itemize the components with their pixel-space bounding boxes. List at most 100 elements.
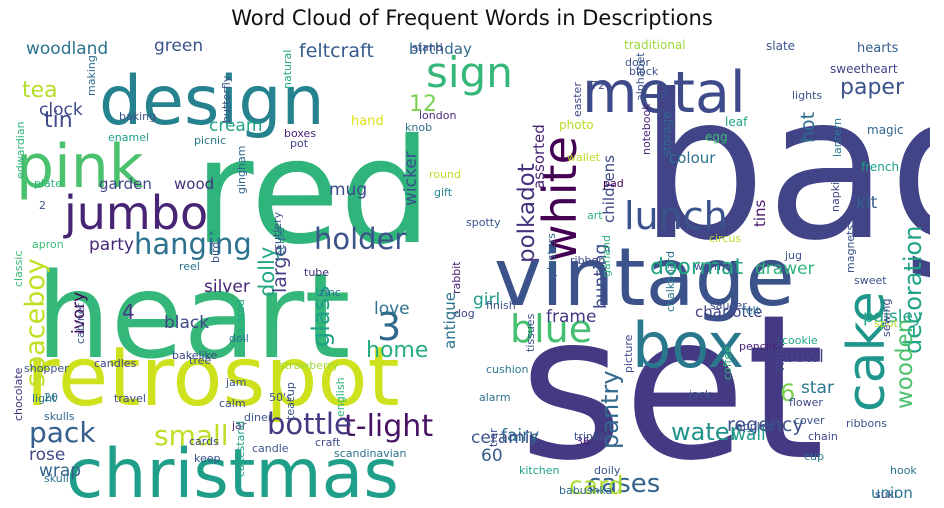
cloud-word: jar <box>231 419 247 432</box>
cloud-word: dog <box>454 307 475 320</box>
cloud-word: babushka <box>559 484 612 497</box>
cloud-word: diner <box>244 411 273 424</box>
cloud-word: pink <box>16 132 144 202</box>
cloud-word: polkadot <box>514 163 540 263</box>
cloud-word: set <box>519 272 825 499</box>
cloud-word: water <box>671 418 740 446</box>
cloud-word: sweetheart <box>830 62 898 76</box>
cloud-word: pad <box>603 177 624 190</box>
cloud-word: tea <box>22 78 58 103</box>
cloud-word: baking <box>119 110 156 123</box>
cloud-word: 4 <box>122 300 135 324</box>
cloud-word: holder <box>314 222 406 256</box>
cloud-word: star <box>801 378 834 398</box>
cloud-word: rabbit <box>450 261 463 294</box>
cloud-word: painted <box>234 299 247 341</box>
cloud-word: party <box>89 235 134 255</box>
cloud-word: bakelike <box>172 349 218 362</box>
cloud-word: recipe <box>274 227 287 261</box>
cloud-word: zinc <box>319 286 341 299</box>
word-cloud: bagsetheartredretrospotchristmasvintaged… <box>14 37 930 499</box>
cloud-word: antique <box>441 292 459 349</box>
cloud-word: charlotte <box>695 303 762 321</box>
cloud-word: trinket <box>574 430 611 443</box>
cloud-word: sewing <box>880 298 893 337</box>
cloud-word: sweet <box>854 274 887 287</box>
cloud-word: hearts <box>857 41 899 56</box>
cloud-word: birthday <box>409 40 472 58</box>
cloud-word: home <box>366 338 428 363</box>
cloud-word: tin <box>44 108 73 133</box>
cloud-word: blue <box>510 307 592 351</box>
cloud-word: coffee <box>721 346 734 380</box>
cloud-word: jug <box>784 249 802 262</box>
cloud-word: saucer <box>710 299 747 312</box>
cloud-word: jumbo <box>63 186 208 240</box>
cloud-word: edwardian <box>14 121 27 179</box>
cloud-word: girl <box>473 290 500 310</box>
cloud-word: bunting <box>591 244 611 309</box>
cloud-word: photo <box>559 118 594 132</box>
cloud-word: wallet <box>567 151 601 164</box>
cloud-word: pantry <box>596 370 624 449</box>
cloud-word: travel <box>114 392 146 405</box>
cloud-word: 2 <box>39 199 46 212</box>
cloud-word: wicker <box>401 151 421 206</box>
cloud-word: tissues <box>524 313 537 352</box>
cloud-word: cutlery <box>271 211 284 250</box>
cloud-word: christmas <box>66 435 399 499</box>
cloud-word: spotty <box>466 216 501 229</box>
cloud-word: tins <box>751 199 769 227</box>
cloud-word: retrospot <box>26 330 400 425</box>
cloud-word: card <box>569 471 624 499</box>
cloud-word: ceramic <box>471 428 539 448</box>
cloud-word: wood <box>174 175 214 193</box>
cloud-word: 60 <box>481 446 503 466</box>
cloud-word: bird <box>209 242 222 263</box>
cloud-word: art <box>587 209 603 222</box>
cloud-word: doily <box>594 464 621 477</box>
cloud-word: stand <box>412 41 443 54</box>
cloud-word: english <box>334 377 347 417</box>
cloud-word: candle <box>252 442 289 455</box>
cloud-word: classic <box>14 251 25 287</box>
cloud-word: glass <box>307 285 335 347</box>
cloud-word: gingham <box>235 146 248 194</box>
cloud-word: white <box>533 136 587 262</box>
cloud-word: cream <box>209 116 262 136</box>
cloud-word: strawberry <box>279 359 339 372</box>
cloud-word: hook <box>890 464 917 477</box>
cloud-word: cards <box>189 435 219 448</box>
cloud-word: tier <box>487 428 500 447</box>
cloud-word: tube <box>304 266 329 279</box>
cloud-word: kit <box>856 193 878 213</box>
cloud-word: picnic <box>194 134 226 147</box>
cloud-word: knob <box>405 121 432 134</box>
cloud-word: picture <box>622 334 635 373</box>
cloud-word: lantern <box>831 118 844 157</box>
cloud-word: easter <box>571 82 584 117</box>
cloud-word: warmer <box>694 260 737 273</box>
cloud-word: flower <box>789 396 823 409</box>
cloud-word: metal <box>582 60 746 126</box>
cloud-word: egg <box>705 130 728 144</box>
cloud-word: keep <box>194 452 221 465</box>
cloud-word: hot <box>797 112 819 143</box>
cloud-word: box <box>632 309 744 382</box>
cloud-word: vintage <box>494 231 795 324</box>
cloud-word: napkins <box>829 169 842 212</box>
cloud-word: chocolate <box>14 367 25 421</box>
cloud-word: suki <box>875 488 897 499</box>
chart-title: Word Cloud of Frequent Words in Descript… <box>231 6 713 30</box>
cloud-word: cushion <box>486 363 529 376</box>
cloud-word: black <box>164 313 209 333</box>
cloud-word: finish <box>486 299 516 312</box>
cloud-word: childrens <box>600 155 618 223</box>
cloud-word: calm <box>219 397 246 410</box>
cloud-word: rose <box>29 445 65 465</box>
cloud-word: 50's <box>269 391 292 404</box>
cloud-word: 72 <box>591 79 605 92</box>
cloud-word: paisley <box>863 307 923 327</box>
cloud-word: leaf <box>725 115 748 129</box>
cloud-word: chalkboard <box>664 251 677 312</box>
